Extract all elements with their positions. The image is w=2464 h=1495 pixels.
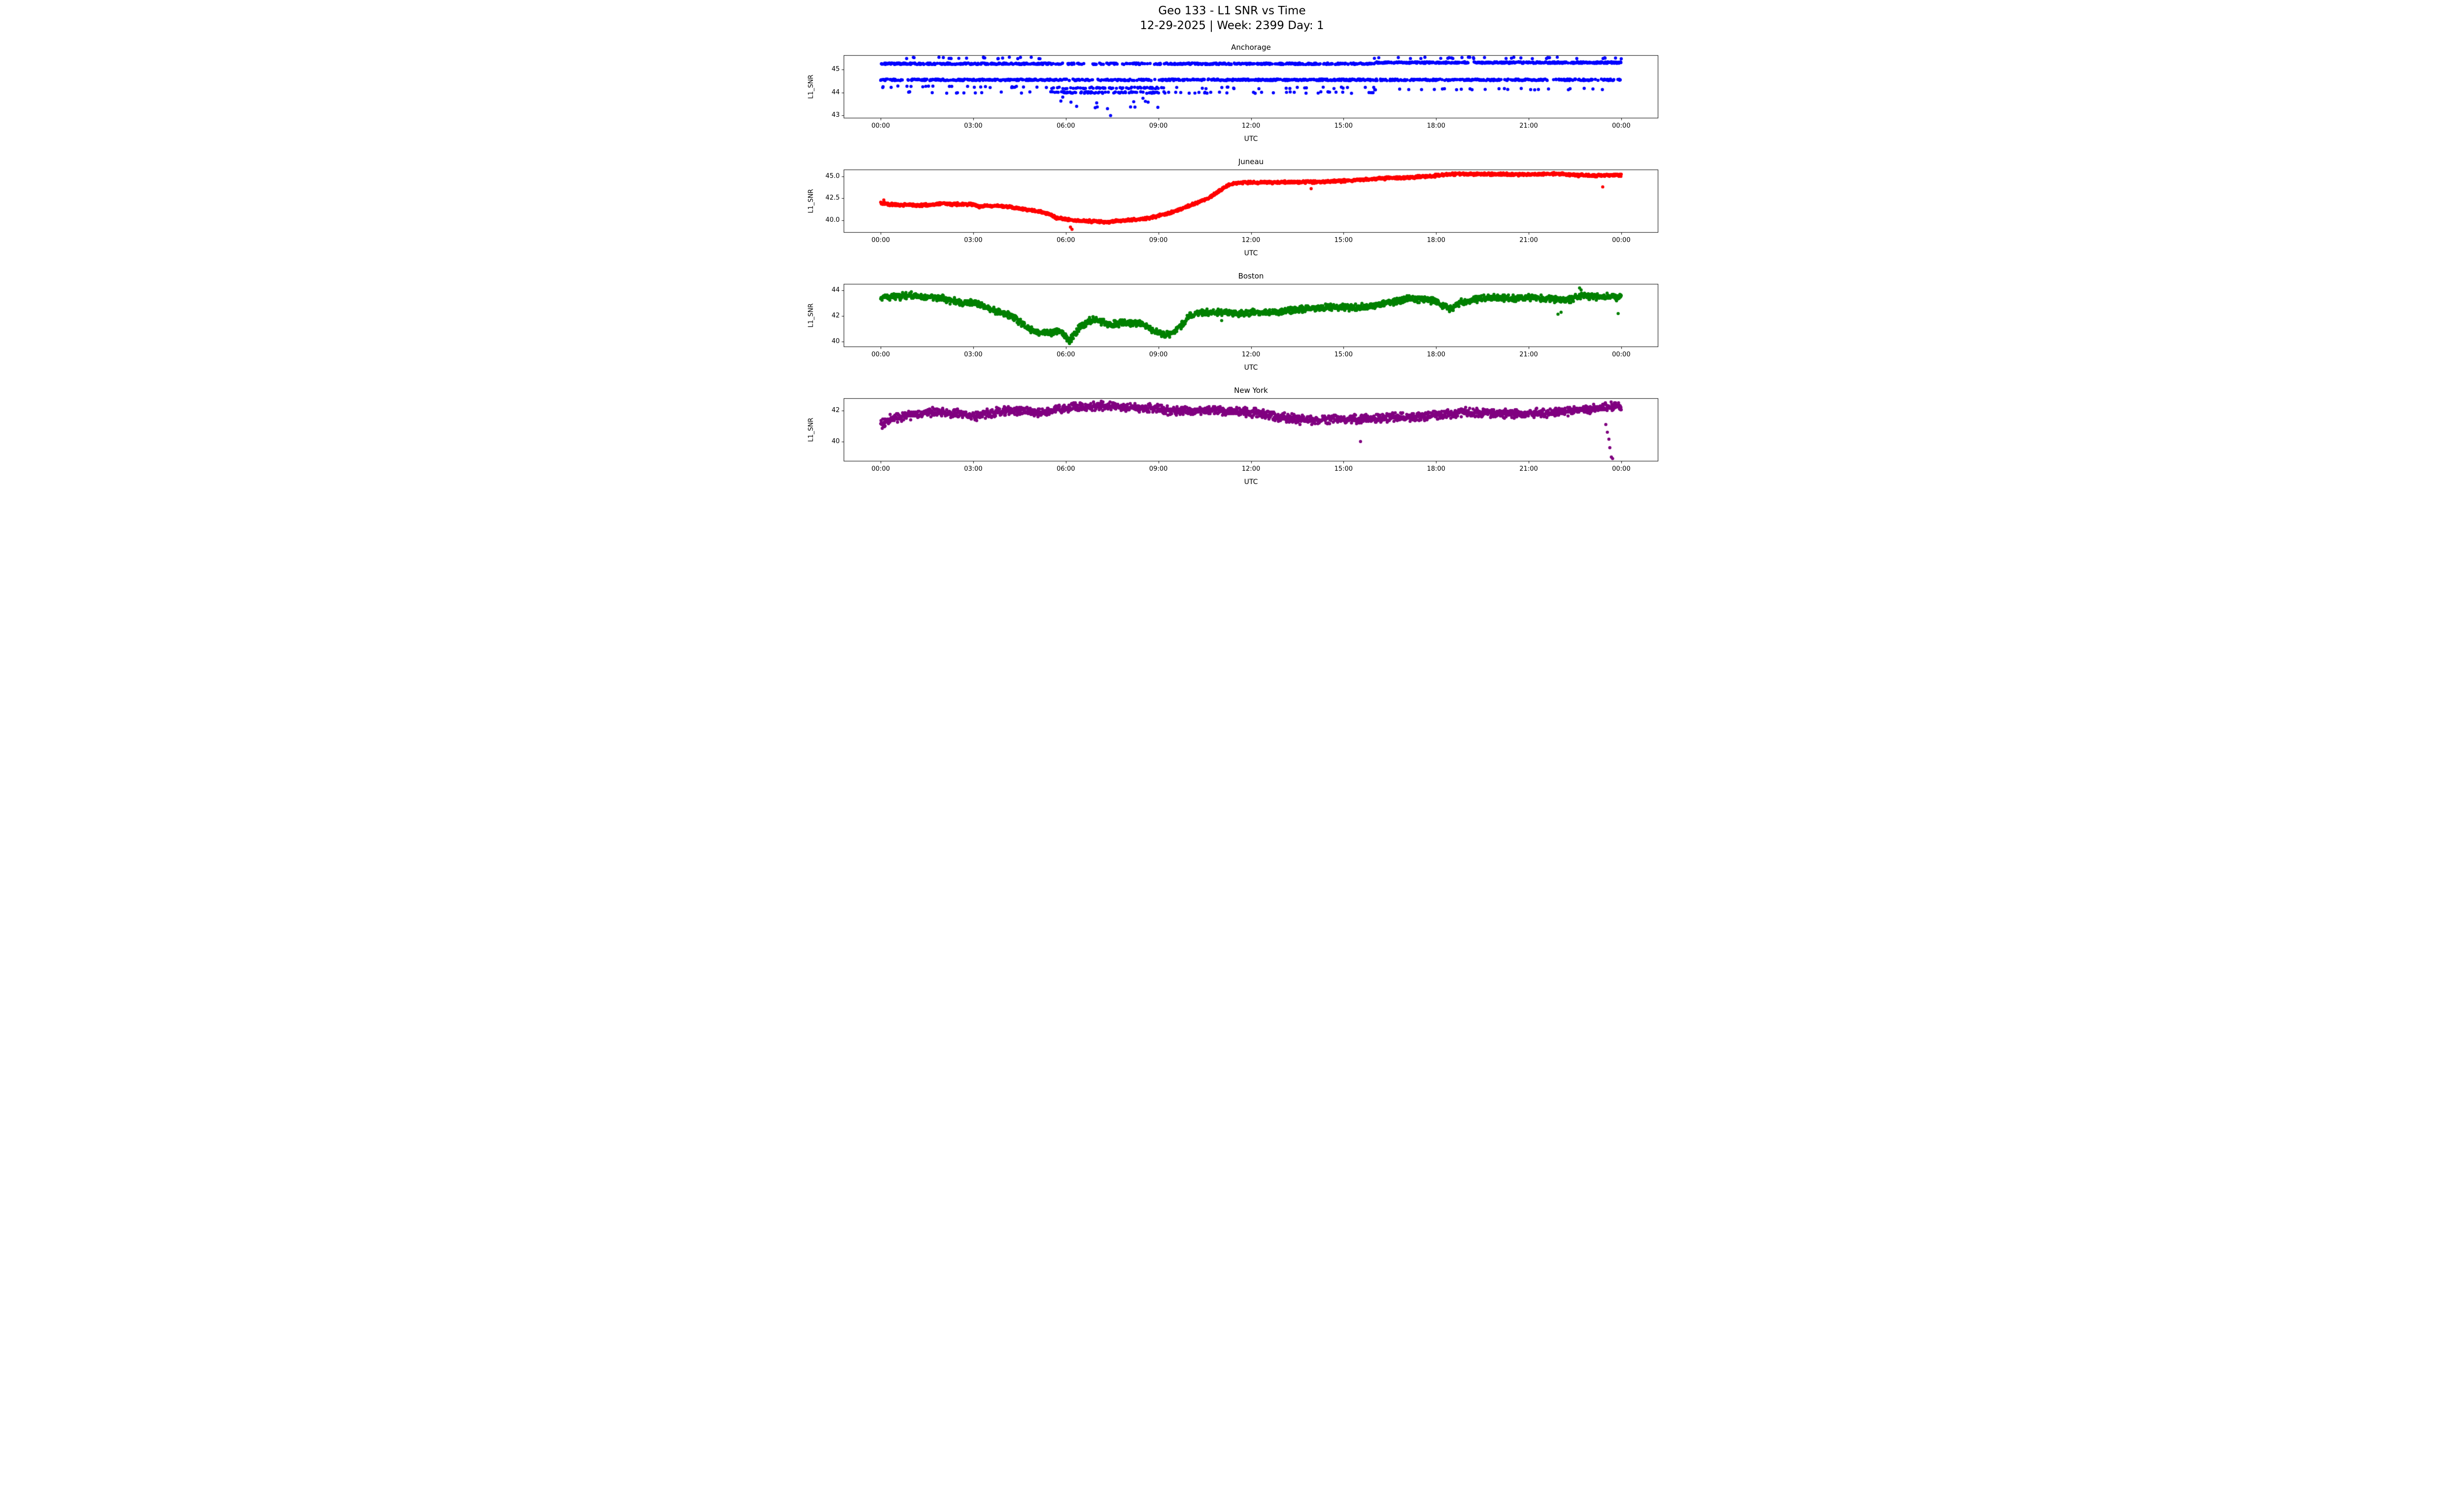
x-axis-label-new-york: UTC: [1244, 478, 1258, 486]
x-tick-label-anchorage: 00:00: [871, 122, 890, 130]
plot-canvas-boston: [841, 281, 1661, 350]
x-tick-label-new-york: 09:00: [1149, 465, 1168, 473]
figure-title: Geo 133 - L1 SNR vs Time: [1158, 4, 1306, 17]
subplot-title-boston: Boston: [1238, 272, 1264, 280]
x-tick-label-anchorage: 06:00: [1057, 122, 1075, 130]
x-axis-label-anchorage: UTC: [1244, 135, 1258, 143]
plot-canvas-juneau: [841, 167, 1661, 236]
subplot-title-anchorage: Anchorage: [1231, 43, 1271, 52]
x-tick-label-juneau: 06:00: [1057, 237, 1075, 244]
x-tick-label-anchorage: 15:00: [1334, 122, 1353, 130]
x-tick-label-juneau: 00:00: [871, 237, 890, 244]
x-tick-label-boston: 00:00: [871, 351, 890, 358]
plot-canvas-new-york: [841, 395, 1661, 464]
x-tick-label-new-york: 15:00: [1334, 465, 1353, 473]
y-tick-label-boston: 44: [831, 286, 840, 294]
subplot-title-new-york: New York: [1234, 386, 1268, 395]
plot-canvas-anchorage: [841, 52, 1661, 121]
y-tick-label-anchorage: 45: [831, 65, 840, 73]
x-tick-label-new-york: 18:00: [1427, 465, 1445, 473]
x-tick-label-boston: 18:00: [1427, 351, 1445, 358]
subplot-title-juneau: Juneau: [1238, 157, 1264, 166]
x-tick-label-juneau: 18:00: [1427, 237, 1445, 244]
x-tick-label-juneau: 09:00: [1149, 237, 1168, 244]
x-tick-label-boston: 12:00: [1241, 351, 1261, 358]
x-tick-label-boston: 06:00: [1057, 351, 1075, 358]
x-tick-label-boston: 15:00: [1334, 351, 1353, 358]
x-tick-label-boston: 00:00: [1612, 351, 1631, 358]
x-axis-label-boston: UTC: [1244, 364, 1258, 372]
x-axis-label-juneau: UTC: [1244, 249, 1258, 257]
x-tick-label-boston: 03:00: [964, 351, 983, 358]
x-tick-label-anchorage: 21:00: [1519, 122, 1538, 130]
x-tick-label-anchorage: 18:00: [1427, 122, 1445, 130]
figure: Geo 133 - L1 SNR vs Time 12-29-2025 | We…: [798, 0, 1666, 498]
x-tick-label-boston: 09:00: [1149, 351, 1168, 358]
x-tick-label-juneau: 15:00: [1334, 237, 1353, 244]
y-tick-label-juneau: 40.0: [825, 216, 840, 224]
x-tick-label-anchorage: 00:00: [1612, 122, 1631, 130]
x-tick-label-juneau: 12:00: [1241, 237, 1261, 244]
y-tick-label-anchorage: 44: [831, 88, 840, 96]
x-tick-label-anchorage: 09:00: [1149, 122, 1168, 130]
y-tick-label-boston: 40: [831, 338, 840, 346]
x-tick-label-new-york: 03:00: [964, 465, 983, 473]
x-tick-label-anchorage: 12:00: [1241, 122, 1261, 130]
y-tick-label-new-york: 40: [831, 437, 840, 445]
x-tick-label-juneau: 00:00: [1612, 237, 1631, 244]
x-tick-label-new-york: 06:00: [1057, 465, 1075, 473]
x-tick-label-new-york: 21:00: [1519, 465, 1538, 473]
x-tick-label-juneau: 21:00: [1519, 237, 1538, 244]
y-tick-label-juneau: 45.0: [825, 172, 840, 180]
x-tick-label-new-york: 00:00: [871, 465, 890, 473]
x-tick-label-juneau: 03:00: [964, 237, 983, 244]
y-tick-label-juneau: 42.5: [825, 194, 840, 202]
figure-subtitle: 12-29-2025 | Week: 2399 Day: 1: [1140, 19, 1324, 32]
y-tick-label-boston: 42: [831, 312, 840, 320]
y-tick-label-anchorage: 43: [831, 111, 840, 119]
x-tick-label-new-york: 00:00: [1612, 465, 1631, 473]
y-tick-label-new-york: 42: [831, 406, 840, 414]
x-tick-label-boston: 21:00: [1519, 351, 1538, 358]
x-tick-label-new-york: 12:00: [1241, 465, 1261, 473]
x-tick-label-anchorage: 03:00: [964, 122, 983, 130]
